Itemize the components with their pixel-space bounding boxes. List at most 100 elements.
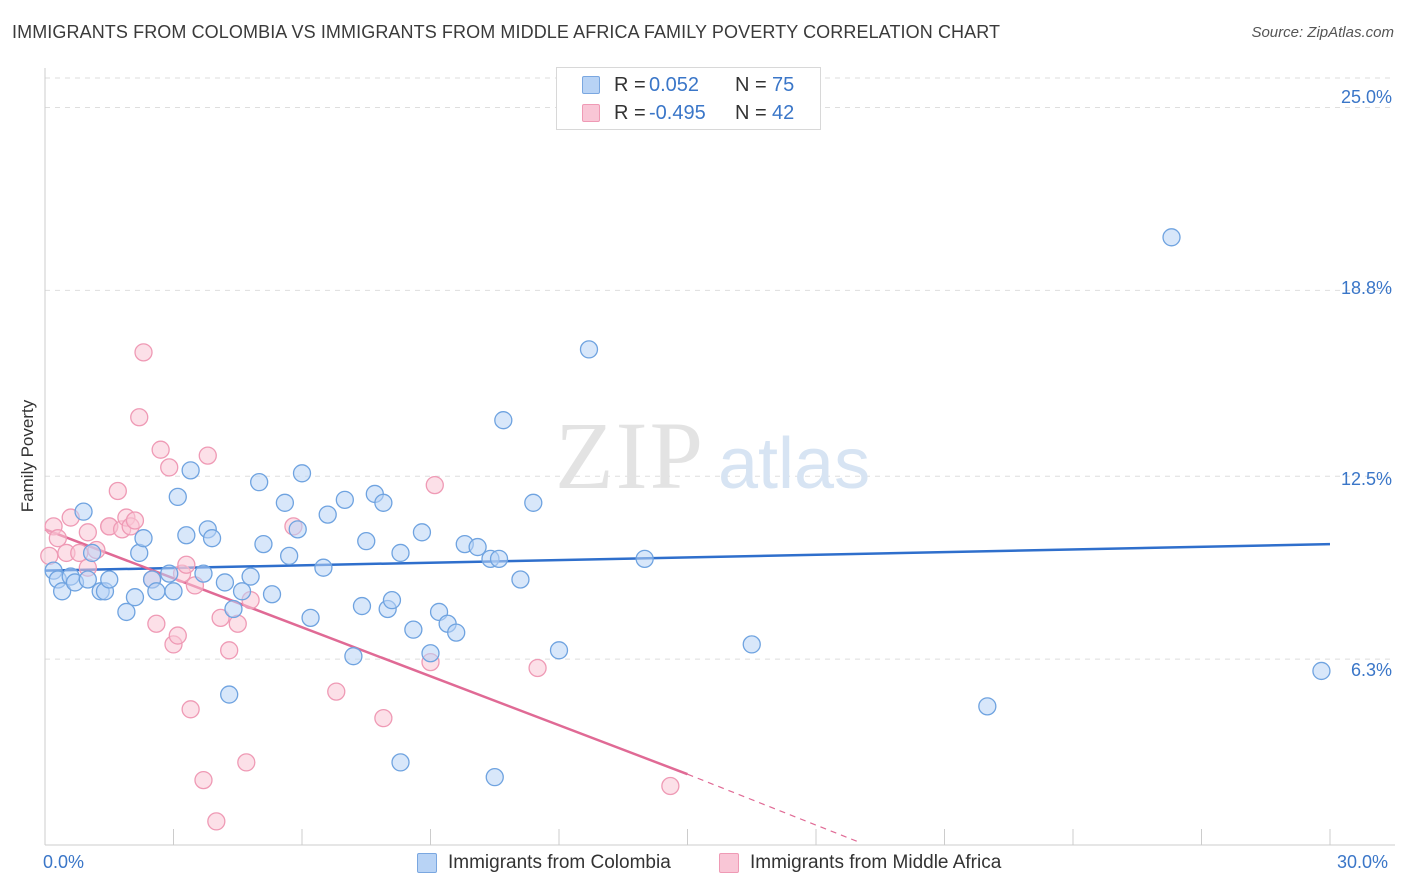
- point-colombia: [335, 490, 354, 510]
- trend-lines: [44, 528, 1331, 843]
- point-middle-africa: [211, 608, 230, 627]
- point-middle-africa: [160, 458, 179, 477]
- point-middle-africa: [168, 626, 187, 645]
- point-colombia: [352, 596, 372, 616]
- point-colombia: [74, 502, 93, 521]
- point-middle-africa: [177, 555, 196, 574]
- point-colombia: [241, 567, 260, 586]
- point-middle-africa: [327, 682, 346, 701]
- point-colombia: [374, 493, 393, 512]
- point-colombia: [412, 523, 432, 542]
- point-colombia: [215, 573, 235, 592]
- point-colombia: [1162, 228, 1181, 247]
- point-middle-africa: [237, 753, 256, 772]
- point-colombia: [78, 570, 97, 589]
- point-colombia: [344, 647, 363, 666]
- bottom-legend-swatch-colombia: [417, 853, 437, 873]
- point-colombia: [164, 582, 183, 601]
- point-colombia: [318, 505, 337, 524]
- point-colombia: [382, 591, 402, 610]
- legend-n-value: 42: [772, 102, 795, 124]
- point-colombia: [168, 487, 187, 507]
- point-colombia: [279, 546, 299, 566]
- point-colombia: [250, 472, 269, 492]
- point-colombia: [117, 602, 136, 622]
- point-colombia: [134, 529, 153, 548]
- legend-n-label: N =: [735, 74, 767, 96]
- point-colombia: [288, 520, 307, 539]
- stats-legend: R = 0.052 N = 75 R = -0.495 N = 42: [556, 67, 821, 130]
- chart-title: IMMIGRANTS FROM COLOMBIA VS IMMIGRANTS F…: [12, 22, 1001, 42]
- point-middle-africa: [194, 770, 213, 790]
- point-colombia: [194, 564, 213, 583]
- legend-r-value: -0.495: [649, 102, 706, 124]
- bottom-legend-label-middle-africa: Immigrants from Middle Africa: [750, 852, 1002, 873]
- point-middle-africa: [661, 776, 680, 796]
- point-middle-africa: [125, 511, 145, 530]
- point-colombia: [511, 570, 530, 589]
- point-colombia: [262, 585, 282, 604]
- point-middle-africa: [147, 614, 166, 633]
- point-middle-africa: [374, 709, 393, 728]
- point-middle-africa: [207, 812, 226, 831]
- source-label: Source: ZipAtlas.com: [1251, 24, 1394, 41]
- y-tick-label: 12.5%: [1340, 469, 1392, 489]
- trend-line-extension-1: [687, 773, 860, 843]
- watermark-zip: ZIP: [555, 402, 705, 509]
- point-colombia: [579, 340, 599, 359]
- point-middle-africa: [528, 658, 547, 678]
- point-colombia: [254, 534, 273, 554]
- trend-line-0: [44, 542, 1331, 572]
- point-colombia: [391, 753, 410, 772]
- point-middle-africa: [134, 343, 153, 362]
- y-tick-label: 18.8%: [1340, 278, 1392, 298]
- legend-row-middle-africa: R = -0.495 N = 42: [557, 101, 820, 127]
- point-colombia: [635, 549, 654, 568]
- point-colombia: [357, 532, 376, 551]
- x-tick-label: 30.0%: [1337, 852, 1389, 872]
- point-middle-africa: [181, 700, 200, 719]
- watermark: ZIP atlas: [555, 402, 870, 509]
- legend-r-label: R =: [614, 102, 646, 124]
- point-colombia: [489, 549, 509, 568]
- point-colombia: [314, 558, 333, 577]
- point-middle-africa: [48, 529, 67, 548]
- legend-r-label: R =: [614, 74, 646, 96]
- point-colombia: [202, 529, 222, 548]
- point-colombia: [224, 599, 243, 619]
- y-axis-label: Family Poverty: [18, 399, 37, 513]
- bottom-legend-swatch-middle-africa: [719, 853, 739, 873]
- point-colombia: [82, 543, 102, 563]
- point-colombia: [494, 411, 513, 430]
- point-colombia: [468, 537, 487, 557]
- legend-r-value: 0.052: [649, 74, 700, 96]
- point-middle-africa: [130, 408, 149, 427]
- point-middle-africa: [220, 641, 239, 660]
- point-colombia: [232, 582, 252, 601]
- point-colombia: [160, 564, 179, 583]
- y-tick-label: 25.0%: [1340, 87, 1392, 107]
- legend-n-label: N =: [735, 102, 767, 124]
- point-middle-africa: [78, 523, 97, 542]
- point-middle-africa: [108, 481, 127, 501]
- legend-swatch-middle-africa: [582, 104, 600, 122]
- point-colombia: [100, 570, 119, 589]
- point-colombia: [292, 464, 312, 483]
- point-colombia: [125, 588, 145, 607]
- y-tick-label: 6.3%: [1350, 660, 1392, 680]
- point-colombia: [549, 641, 569, 660]
- point-colombia: [177, 526, 196, 545]
- point-middle-africa: [198, 446, 217, 465]
- point-colombia: [52, 582, 72, 601]
- point-colombia: [404, 620, 423, 639]
- data-points: [40, 228, 1331, 831]
- point-colombia: [447, 623, 466, 642]
- legend-row-colombia: R = 0.052 N = 75: [557, 73, 820, 99]
- point-colombia: [421, 644, 440, 663]
- point-colombia: [1312, 661, 1331, 681]
- point-colombia: [742, 635, 761, 654]
- axes: [44, 68, 1395, 846]
- point-colombia: [147, 582, 166, 601]
- point-colombia: [301, 608, 320, 627]
